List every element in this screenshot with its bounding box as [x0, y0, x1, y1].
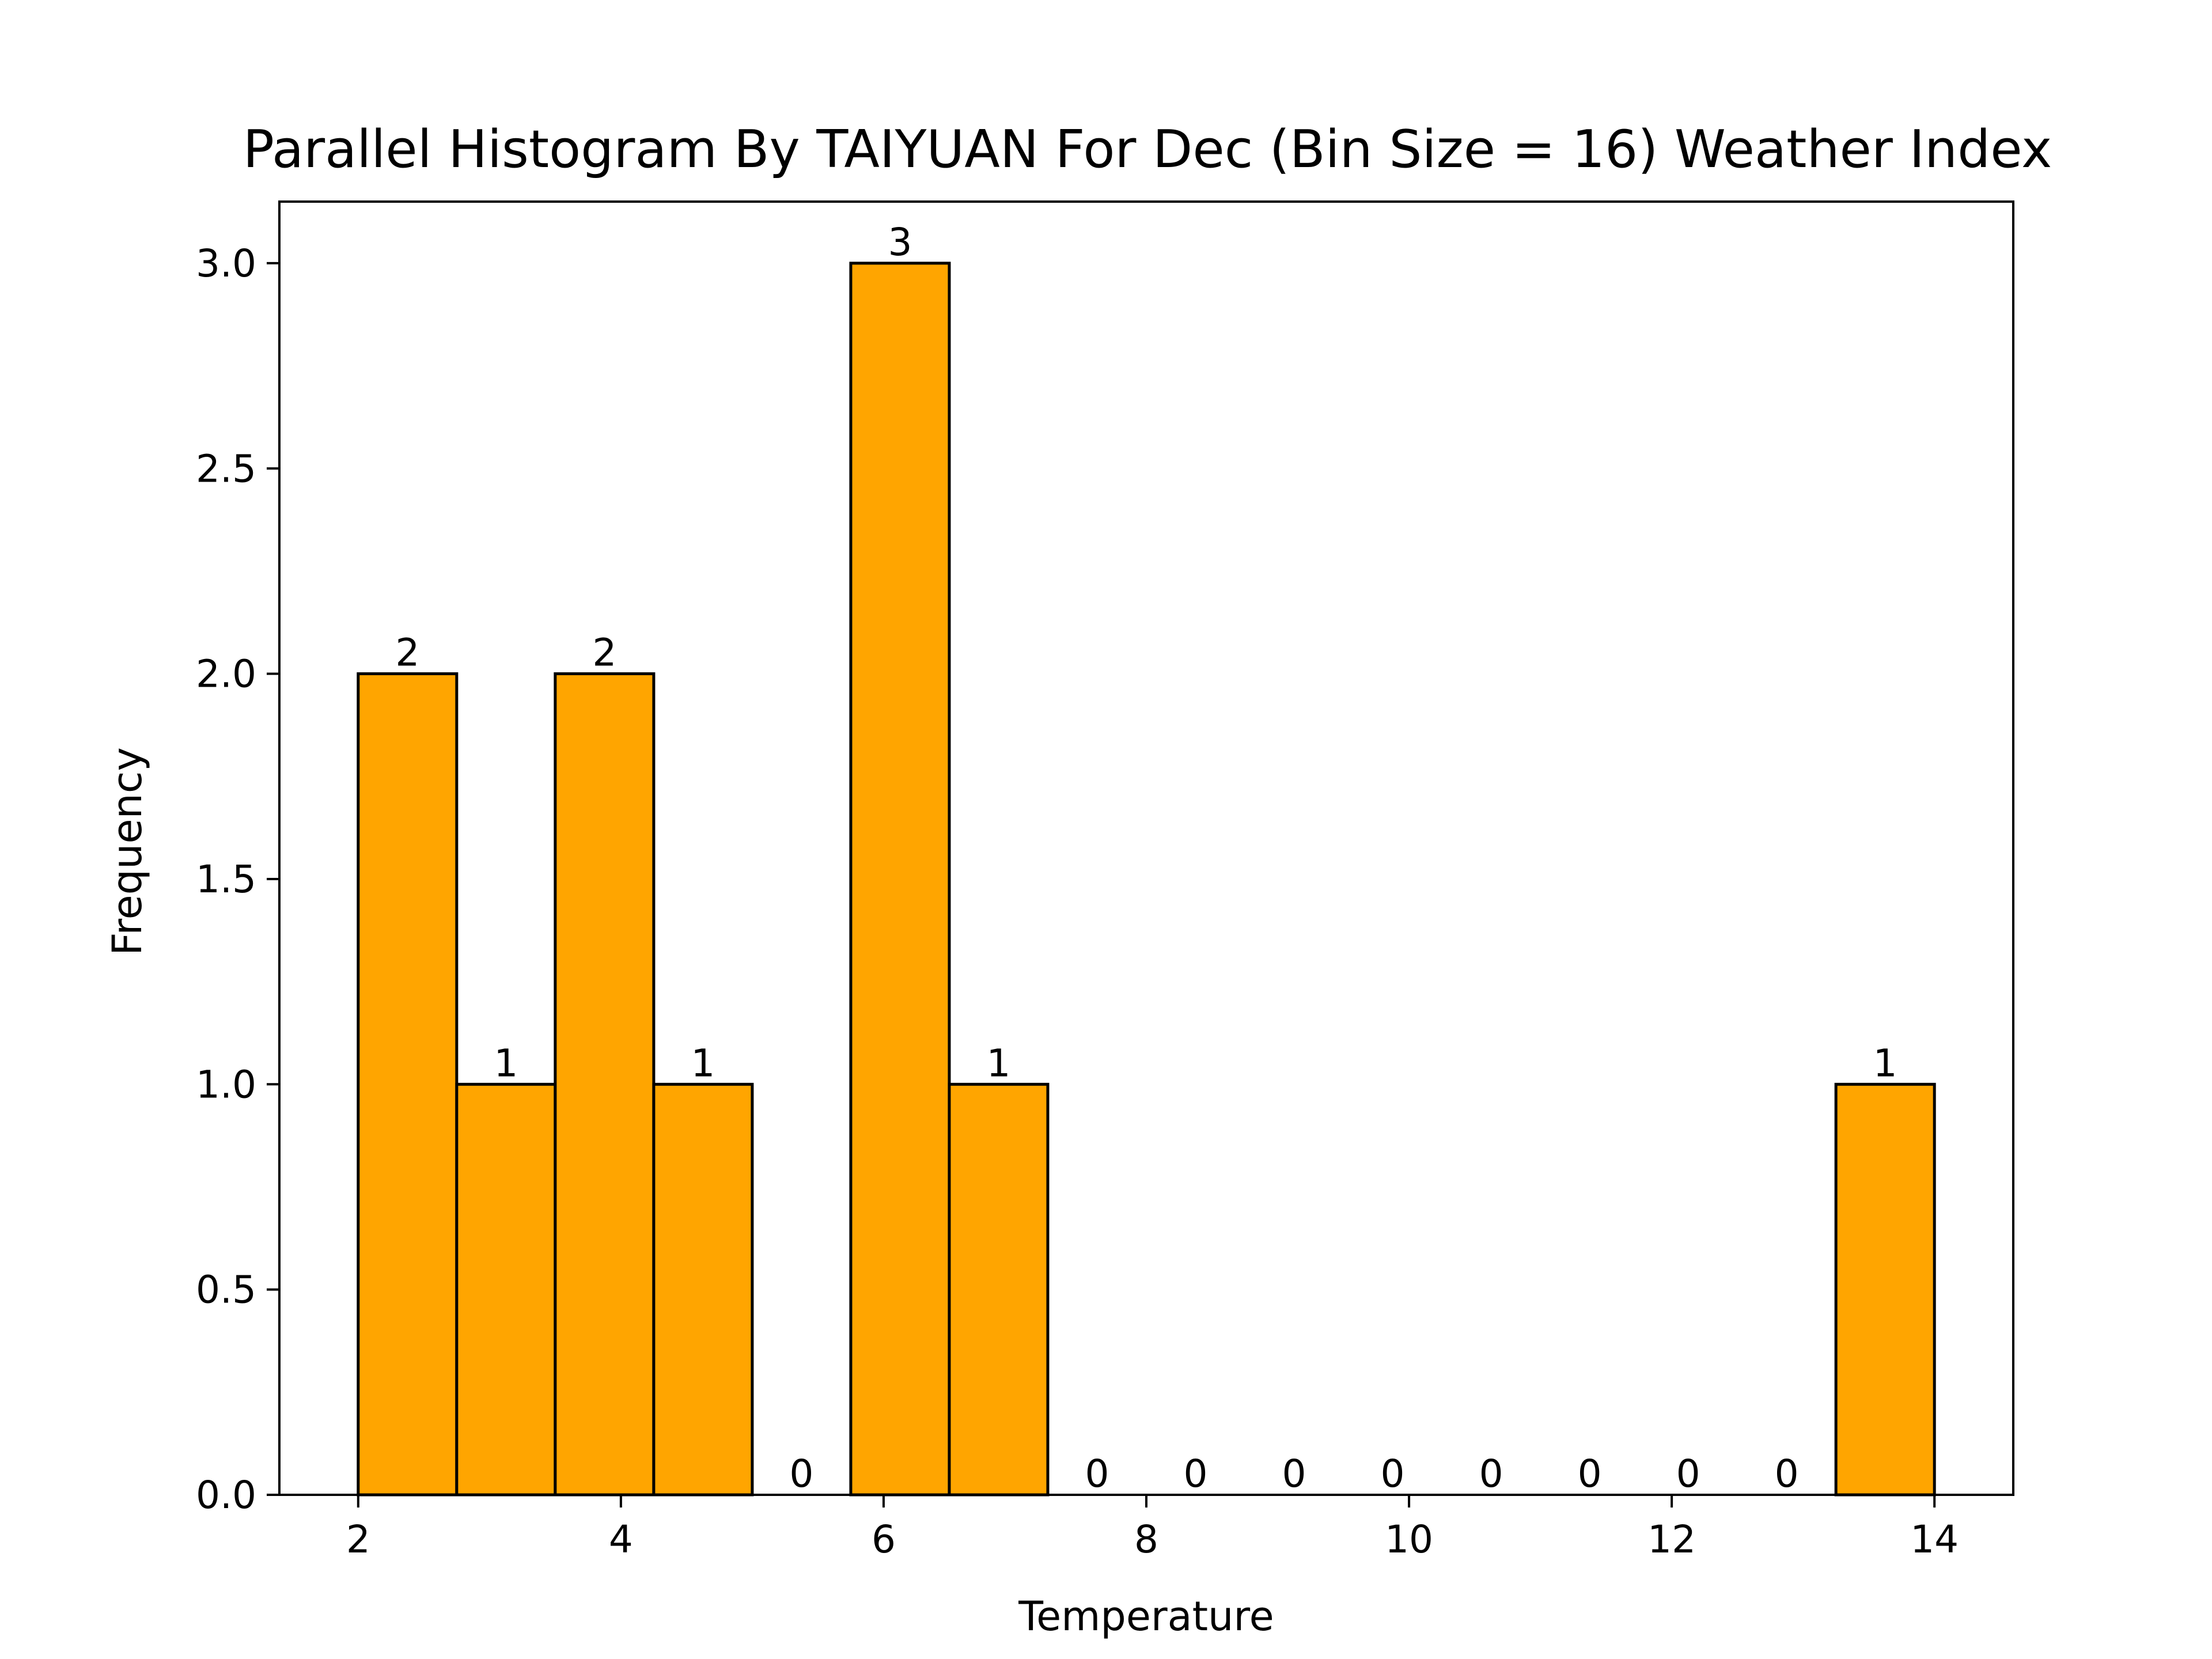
- histogram-bar: [1834, 1082, 1936, 1497]
- bar-value-label: 3: [888, 220, 912, 264]
- histogram-bar: [652, 1082, 754, 1497]
- bar-value-label: 0: [1578, 1452, 1602, 1496]
- y-tick-label: 0.0: [196, 1473, 256, 1517]
- histogram-bar: [455, 1082, 557, 1497]
- bar-value-label: 0: [1184, 1452, 1208, 1496]
- bar-value-label: 2: [395, 631, 419, 675]
- x-tick-label: 6: [872, 1517, 896, 1562]
- bar-value-label: 0: [1085, 1452, 1109, 1496]
- y-tick-label: 1.5: [196, 857, 256, 902]
- x-axis-title: Temperature: [1018, 1593, 1274, 1640]
- y-axis-title: Frequency: [104, 747, 151, 956]
- y-axis: 0.0 0.5 1.0 1.5 2.0 2.5 3.0: [196, 241, 279, 1517]
- bar-value-label: 0: [1282, 1452, 1306, 1496]
- bars-group: [357, 262, 1936, 1497]
- y-tick-label: 2.5: [196, 446, 256, 491]
- x-tick-label: 10: [1385, 1517, 1433, 1562]
- x-tick-label: 8: [1134, 1517, 1158, 1562]
- x-tick-label: 4: [609, 1517, 633, 1562]
- bar-value-label: 2: [592, 631, 616, 675]
- x-tick-label: 14: [1910, 1517, 1959, 1562]
- bar-value-label: 1: [1873, 1041, 1897, 1085]
- bar-value-label: 1: [494, 1041, 518, 1085]
- histogram-bar: [948, 1082, 1050, 1497]
- bar-value-label: 0: [789, 1452, 813, 1496]
- bar-value-label: 0: [1479, 1452, 1503, 1496]
- histogram-bar: [357, 672, 459, 1497]
- y-tick-label: 3.0: [196, 241, 256, 286]
- chart-title: Parallel Histogram By TAIYUAN For Dec (B…: [243, 119, 2052, 180]
- bar-value-label: 1: [691, 1041, 715, 1085]
- bar-value-label: 0: [1775, 1452, 1799, 1496]
- histogram-bar: [554, 672, 656, 1497]
- y-tick-label: 0.5: [196, 1268, 256, 1312]
- x-tick-label: 12: [1647, 1517, 1696, 1562]
- y-tick-label: 1.0: [196, 1062, 256, 1107]
- bar-labels-group: 2 1 2 1 0 3 1 0 0 0 0 0 0 0 0 1: [395, 220, 1897, 1496]
- bar-value-label: 0: [1381, 1452, 1405, 1496]
- x-tick-label: 2: [346, 1517, 370, 1562]
- histogram-bar: [849, 262, 951, 1497]
- bar-value-label: 1: [986, 1041, 1010, 1085]
- y-tick-label: 2.0: [196, 652, 256, 696]
- x-axis: 2 4 6 8 10 12 14: [346, 1495, 1959, 1562]
- bar-value-label: 0: [1676, 1452, 1700, 1496]
